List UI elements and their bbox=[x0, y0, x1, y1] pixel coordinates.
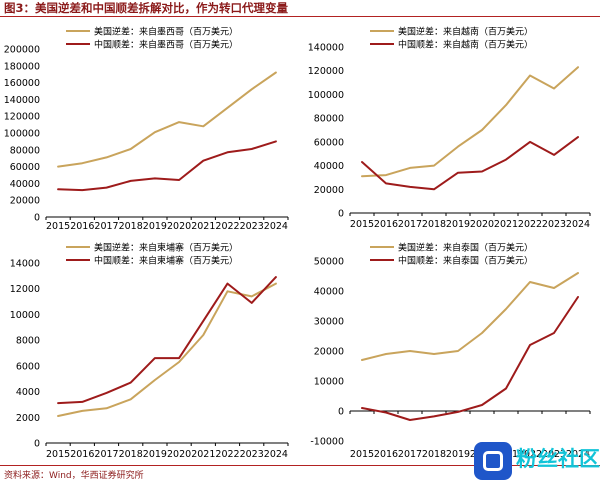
legend-label: 中国顺差：来自越南（百万美元） bbox=[398, 39, 533, 51]
legend-label: 美国逆差：来自柬埔寨（百万美元） bbox=[94, 242, 238, 254]
x-tick-label: 2019 bbox=[446, 219, 470, 230]
y-tick-label: 14000 bbox=[10, 259, 40, 270]
chart-mexico: 0 20000 40000 60000 80000 100000 120000 140000 1… bbox=[4, 26, 289, 232]
legend-label: 中国顺差：来自柬埔寨（百万美元） bbox=[94, 255, 238, 267]
legend-label: 美国逆差：来自墨西哥（百万美元） bbox=[94, 26, 238, 38]
y-tick-label: 10000 bbox=[314, 377, 344, 388]
y-tick-label: 6000 bbox=[16, 361, 40, 372]
legend-label: 美国逆差：来自泰国（百万美元） bbox=[398, 242, 533, 254]
x-tick-label: 2018 bbox=[422, 449, 446, 460]
x-tick-label: 2022 bbox=[215, 449, 239, 460]
x-tick-label: 2023 bbox=[542, 449, 566, 460]
series-line-us-deficit bbox=[361, 66, 579, 178]
chart-thailand: -10000 0 10000 20000 30000 40000 50000 2015 2016… bbox=[310, 242, 591, 460]
series-line-us-deficit bbox=[57, 282, 277, 417]
x-tick-label: 2023 bbox=[240, 449, 264, 460]
y-tick-label: 20000 bbox=[314, 185, 344, 196]
x-tick-label: 2024 bbox=[566, 219, 590, 230]
chart-cambodia: 0 2000 4000 6000 8000 10000 12000 14000 2015 2016… bbox=[10, 242, 289, 460]
x-tick-label: 2019 bbox=[143, 449, 167, 460]
legend-label: 中国顺差：来自墨西哥（百万美元） bbox=[94, 39, 238, 51]
bottom-rule bbox=[0, 465, 600, 466]
x-tick-label: 2016 bbox=[374, 219, 398, 230]
y-tick-label: 4000 bbox=[16, 387, 40, 398]
x-tick-label: 2022 bbox=[518, 219, 542, 230]
x-tick-label: 2015 bbox=[350, 449, 374, 460]
x-tick-label: 2021 bbox=[191, 221, 215, 232]
watermark-text: 粉丝社区 bbox=[516, 447, 600, 471]
x-tick-label: 2020 bbox=[470, 219, 494, 230]
figure-title: 图3：美国逆差和中国顺差拆解对比，作为转口代理变量 bbox=[4, 1, 288, 15]
x-tick-label: 2021 bbox=[494, 219, 518, 230]
y-tick-label: 40000 bbox=[10, 179, 40, 190]
x-tick-label: 2020 bbox=[167, 449, 191, 460]
x-tick-label: 2019 bbox=[143, 221, 167, 232]
y-tick-label: 140000 bbox=[4, 95, 40, 106]
y-tick-label: 8000 bbox=[16, 336, 40, 347]
x-tick-label: 2023 bbox=[240, 221, 264, 232]
legend-label: 美国逆差：来自越南（百万美元） bbox=[398, 26, 533, 38]
y-tick-label: 100000 bbox=[4, 129, 40, 140]
x-tick-label: 2016 bbox=[70, 449, 94, 460]
top-rule bbox=[0, 16, 600, 17]
x-tick-label: 2023 bbox=[542, 219, 566, 230]
x-tick-label: 2018 bbox=[422, 219, 446, 230]
y-tick-label: 140000 bbox=[308, 43, 344, 54]
y-tick-label: 30000 bbox=[314, 317, 344, 328]
y-tick-label: 40000 bbox=[314, 161, 344, 172]
series-line-cn-surplus bbox=[361, 136, 579, 191]
y-tick-label: 120000 bbox=[4, 112, 40, 123]
y-tick-label: 80000 bbox=[10, 145, 40, 156]
y-tick-label: 12000 bbox=[10, 284, 40, 295]
source-note: 资料来源：Wind，华西证券研究所 bbox=[4, 471, 144, 481]
y-tick-label: 80000 bbox=[314, 114, 344, 125]
y-tick-label: 50000 bbox=[314, 257, 344, 268]
y-tick-label: 200000 bbox=[4, 45, 40, 56]
legend-label: 中国顺差：来自泰国（百万美元） bbox=[398, 255, 533, 267]
x-tick-label: 2024 bbox=[566, 449, 590, 460]
y-tick-label: -10000 bbox=[310, 437, 344, 448]
x-tick-label: 2015 bbox=[46, 221, 70, 232]
x-tick-label: 2024 bbox=[264, 449, 288, 460]
x-tick-label: 2021 bbox=[191, 449, 215, 460]
x-tick-label: 2022 bbox=[215, 221, 239, 232]
x-tick-label: 2017 bbox=[398, 449, 422, 460]
chart-vietnam: 0 20000 40000 60000 80000 100000 120000 140000 2… bbox=[308, 26, 591, 230]
x-tick-label: 2016 bbox=[70, 221, 94, 232]
x-tick-label: 2017 bbox=[94, 449, 118, 460]
x-tick-label: 2024 bbox=[264, 221, 288, 232]
y-tick-label: 120000 bbox=[308, 66, 344, 77]
y-tick-label: 10000 bbox=[10, 310, 40, 321]
x-tick-label: 2016 bbox=[374, 449, 398, 460]
y-tick-label: 40000 bbox=[314, 287, 344, 298]
x-tick-label: 2015 bbox=[46, 449, 70, 460]
y-tick-label: 0 bbox=[34, 213, 40, 224]
y-tick-label: 2000 bbox=[16, 413, 40, 424]
series-line-cn-surplus bbox=[57, 140, 277, 192]
series-line-cn-surplus bbox=[361, 296, 579, 421]
x-tick-label: 2020 bbox=[167, 221, 191, 232]
series-line-us-deficit bbox=[361, 272, 579, 361]
x-tick-label: 2018 bbox=[119, 221, 143, 232]
y-tick-label: 60000 bbox=[10, 162, 40, 173]
watermark: 粉丝社区 bbox=[472, 440, 600, 483]
y-tick-label: 0 bbox=[338, 209, 344, 220]
x-tick-label: 2018 bbox=[119, 449, 143, 460]
x-tick-label: 2017 bbox=[94, 221, 118, 232]
x-tick-label: 2022 bbox=[518, 449, 542, 460]
y-tick-label: 0 bbox=[338, 407, 344, 418]
y-tick-label: 160000 bbox=[4, 78, 40, 89]
y-tick-label: 20000 bbox=[10, 196, 40, 207]
logo-square-icon bbox=[474, 442, 512, 480]
y-tick-label: 100000 bbox=[308, 90, 344, 101]
y-tick-label: 180000 bbox=[4, 61, 40, 72]
x-tick-label: 2019 bbox=[446, 449, 470, 460]
x-tick-label: 2015 bbox=[350, 219, 374, 230]
y-tick-label: 20000 bbox=[314, 347, 344, 358]
x-tick-label: 2017 bbox=[398, 219, 422, 230]
series-line-cn-surplus bbox=[57, 276, 277, 405]
series-line-us-deficit bbox=[57, 71, 277, 168]
y-tick-label: 60000 bbox=[314, 137, 344, 148]
y-tick-label: 0 bbox=[34, 439, 40, 450]
